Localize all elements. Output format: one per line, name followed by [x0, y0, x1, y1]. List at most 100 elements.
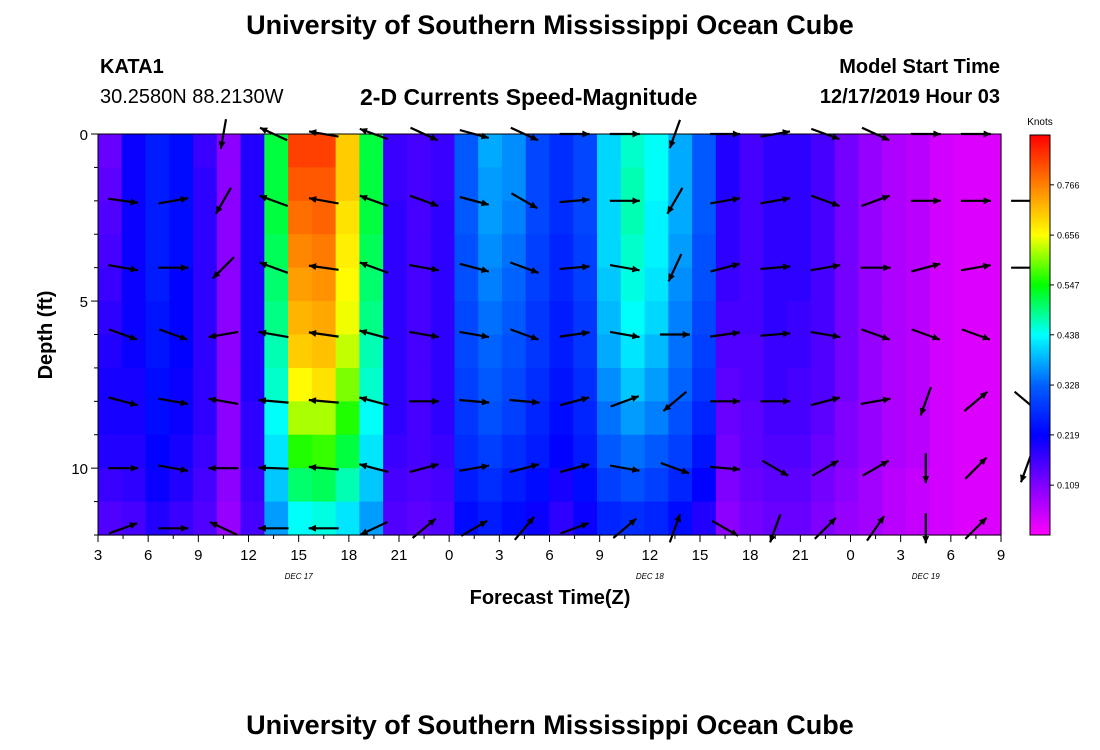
heatmap-cell [668, 167, 693, 202]
heatmap-cell [668, 501, 693, 536]
heatmap-cell [739, 200, 764, 235]
heatmap-cell [169, 200, 194, 235]
heatmap-cell [715, 167, 741, 202]
heatmap-cell [787, 367, 812, 402]
heatmap-cell [288, 434, 313, 469]
current-arrow [659, 331, 690, 338]
current-arrow [866, 515, 886, 542]
arrow-head [628, 518, 637, 526]
heatmap-cell [597, 434, 622, 469]
heatmap-cell [145, 267, 170, 302]
heatmap-cell [620, 167, 646, 202]
heatmap-cell [549, 401, 574, 436]
y-tick-label: 0 [80, 127, 88, 144]
footer-title: University of Southern Mississippi Ocean… [246, 710, 854, 740]
arrow-head [882, 396, 891, 404]
heatmap-cell [787, 301, 812, 336]
station-coordinates: 30.2580N 88.2130W [100, 86, 284, 108]
heatmap-cell [98, 267, 123, 302]
heatmap-cell [715, 267, 741, 302]
heatmap-cell [525, 301, 551, 336]
current-arrow [258, 329, 289, 339]
current-arrow [359, 261, 389, 274]
heatmap-cell [311, 367, 337, 402]
arrow-head [212, 270, 221, 279]
arrow-head [580, 522, 589, 529]
arrow-head [259, 261, 268, 269]
heatmap-cell [573, 334, 598, 369]
heatmap-cell [929, 267, 955, 302]
heatmap-cell [549, 434, 574, 469]
heatmap-cell [525, 167, 551, 202]
y-tick-label: 5 [80, 294, 88, 311]
current-arrow [308, 464, 339, 471]
arrow-head [682, 331, 690, 338]
current-arrow [760, 397, 791, 405]
arrow-head [631, 265, 640, 273]
heatmap-cell [359, 468, 384, 503]
heatmap-cell [478, 234, 503, 269]
heatmap-cell [597, 301, 622, 336]
arrow-head [308, 464, 317, 471]
heatmap-cell [858, 334, 883, 369]
heatmap-cell [406, 367, 432, 402]
heatmap-cell [882, 501, 907, 536]
heatmap-cell [977, 134, 1002, 169]
heatmap-cell [121, 200, 147, 235]
heatmap-cell [525, 200, 551, 235]
heatmap-cell [193, 200, 218, 235]
arrow-head [933, 197, 941, 205]
heatmap-cell [240, 134, 265, 169]
x-tick-label: 12 [240, 547, 257, 564]
heatmap-cell [953, 334, 978, 369]
heatmap-cell [549, 301, 574, 336]
heatmap-cell [478, 401, 503, 436]
heatmap-cell [573, 434, 598, 469]
arrow-head [359, 396, 368, 403]
heatmap-cell [383, 167, 408, 202]
heatmap-cell [953, 200, 978, 235]
current-arrow [308, 524, 339, 532]
arrow-head [179, 333, 188, 341]
heatmap-cell [787, 401, 812, 436]
heatmap-cell [692, 434, 717, 469]
heatmap-cell [335, 434, 360, 469]
heatmap-cell [787, 468, 812, 503]
heatmap-cell [288, 167, 313, 202]
heatmap-cell [478, 134, 503, 169]
heatmap-cell [787, 334, 812, 369]
heatmap-cell [335, 200, 360, 235]
heatmap-cell [359, 401, 384, 436]
heatmap-cell [98, 401, 123, 436]
current-arrow [667, 253, 683, 282]
current-arrow [259, 261, 289, 274]
heatmap-cell [216, 267, 242, 302]
current-arrow [710, 330, 741, 338]
heatmap-cell [430, 167, 456, 202]
heatmap-cell [145, 501, 170, 536]
arrow-head [181, 524, 189, 532]
current-arrow [214, 187, 232, 215]
page-title: University of Southern Mississippi Ocean… [246, 10, 854, 40]
heatmap-cell [216, 134, 242, 169]
heatmap-cell [335, 367, 360, 402]
arrow-head [530, 134, 538, 141]
heatmap-cell [335, 267, 360, 302]
current-arrow [769, 513, 782, 543]
heatmap-cell [454, 434, 479, 469]
heatmap-cell [359, 134, 384, 169]
heatmap-cell [573, 234, 598, 269]
heatmap-cell [977, 200, 1002, 235]
arrow-head [782, 330, 791, 338]
heatmap-cell [430, 267, 456, 302]
heatmap-cell [501, 234, 527, 269]
heatmap-cell [264, 434, 289, 469]
current-arrow [108, 464, 139, 472]
arrow-head [931, 333, 940, 341]
heatmap-cell [905, 234, 931, 269]
heatmap-cell [810, 334, 836, 369]
model-start-label: Model Start Time [839, 56, 1000, 78]
arrow-head [732, 397, 741, 405]
heatmap-cell [977, 267, 1002, 302]
